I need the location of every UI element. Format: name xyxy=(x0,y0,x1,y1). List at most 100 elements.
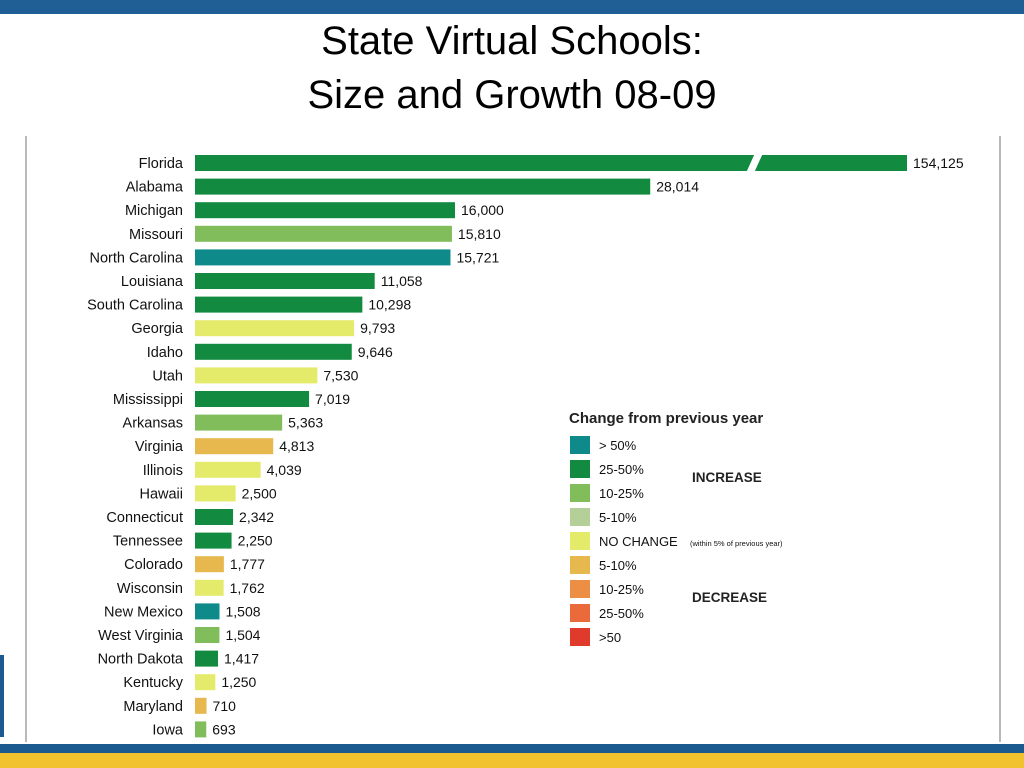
category-label-colorado: Colorado xyxy=(124,557,183,573)
bar-west-virginia xyxy=(195,627,220,643)
category-label-wisconsin: Wisconsin xyxy=(117,581,183,597)
legend-title: Change from previous year xyxy=(569,410,763,427)
value-label-virginia: 4,813 xyxy=(279,438,314,454)
category-label-utah: Utah xyxy=(152,368,183,384)
bottom-banner-band xyxy=(0,744,1024,768)
value-label-iowa: 693 xyxy=(212,721,236,737)
category-label-michigan: Michigan xyxy=(125,203,183,219)
value-label-colorado: 1,777 xyxy=(230,556,265,572)
value-label-utah: 7,530 xyxy=(323,367,358,383)
legend-label-8: >50 xyxy=(599,630,621,645)
bar-kentucky xyxy=(195,674,216,691)
bar-connecticut xyxy=(195,509,234,525)
bar-north-dakota xyxy=(195,650,219,667)
value-label-alabama: 28,014 xyxy=(656,179,699,195)
slide-title-line-1: State Virtual Schools: xyxy=(321,19,703,63)
value-label-south-carolina: 10,298 xyxy=(368,297,411,313)
slide-title: State Virtual Schools: Size and Growth 0… xyxy=(0,14,1024,122)
legend-swatch-8 xyxy=(570,628,590,646)
legend-decrease-label: DECREASE xyxy=(692,590,767,605)
value-label-georgia: 9,793 xyxy=(360,320,395,336)
value-label-hawaii: 2,500 xyxy=(242,485,277,501)
category-label-connecticut: Connecticut xyxy=(106,510,183,526)
bar-maryland xyxy=(195,697,207,714)
legend-label-6: 10-25% xyxy=(599,582,644,597)
top-banner-band xyxy=(0,0,1024,14)
category-label-iowa: Iowa xyxy=(152,722,184,738)
category-label-south-carolina: South Carolina xyxy=(87,298,184,314)
category-label-north-carolina: North Carolina xyxy=(90,250,184,266)
chart-panel: Florida 154,125 Alabama 28,014 Michigan 16,00… xyxy=(25,136,1001,742)
category-label-illinois: Illinois xyxy=(143,463,183,479)
value-label-connecticut: 2,342 xyxy=(239,509,274,525)
bar-colorado xyxy=(195,556,224,573)
bar-mississippi xyxy=(195,391,310,407)
bottom-banner-stripe xyxy=(0,753,1024,768)
bar-chart: Florida 154,125 Alabama 28,014 Michigan 16,00… xyxy=(87,153,964,738)
value-label-florida: 154,125 xyxy=(913,155,964,171)
value-label-maryland: 710 xyxy=(213,698,237,714)
bar-arkansas xyxy=(195,414,283,431)
category-label-florida: Florida xyxy=(139,156,184,172)
value-label-idaho: 9,646 xyxy=(358,344,393,360)
value-label-missouri: 15,810 xyxy=(458,226,501,242)
legend-label-0: > 50% xyxy=(599,438,637,453)
legend-label-4: NO CHANGE xyxy=(599,534,678,549)
bar-illinois xyxy=(195,461,261,478)
bar-louisiana xyxy=(195,273,375,289)
value-label-north-carolina: 15,721 xyxy=(456,249,499,265)
bar-north-carolina xyxy=(195,249,451,266)
category-label-west-virginia: West Virginia xyxy=(98,628,184,644)
bar-iowa xyxy=(195,721,207,738)
legend-label-3: 5-10% xyxy=(599,510,637,525)
axis-break-marker xyxy=(746,153,763,173)
legend-swatch-2 xyxy=(570,484,590,502)
category-label-alabama: Alabama xyxy=(126,180,184,196)
category-label-missouri: Missouri xyxy=(129,227,183,243)
category-label-mississippi: Mississippi xyxy=(113,392,183,408)
bar-michigan xyxy=(195,202,455,219)
bar-tennessee xyxy=(195,532,232,549)
bar-florida xyxy=(195,155,907,171)
category-label-north-dakota: North Dakota xyxy=(98,652,184,668)
bar-alabama xyxy=(195,178,651,195)
legend-label-2: 10-25% xyxy=(599,486,644,501)
bar-idaho xyxy=(195,343,352,360)
legend-swatch-0 xyxy=(570,436,590,454)
category-label-idaho: Idaho xyxy=(147,345,183,361)
category-label-kentucky: Kentucky xyxy=(123,675,183,691)
value-label-west-virginia: 1,504 xyxy=(225,627,260,643)
value-label-new-mexico: 1,508 xyxy=(226,603,261,619)
legend-note: (within 5% of previous year) xyxy=(690,539,783,548)
legend-swatch-1 xyxy=(570,460,590,478)
category-label-hawaii: Hawaii xyxy=(139,486,183,502)
category-label-arkansas: Arkansas xyxy=(123,416,183,432)
category-label-georgia: Georgia xyxy=(131,321,184,337)
bar-georgia xyxy=(195,320,355,337)
bar-missouri xyxy=(195,225,452,242)
category-label-tennessee: Tennessee xyxy=(113,534,183,550)
category-label-louisiana: Louisiana xyxy=(121,274,184,290)
bar-hawaii xyxy=(195,485,236,502)
value-label-tennessee: 2,250 xyxy=(238,533,273,549)
legend-label-7: 25-50% xyxy=(599,606,644,621)
value-label-kentucky: 1,250 xyxy=(221,674,256,690)
legend-swatch-7 xyxy=(570,604,590,622)
legend-swatch-4 xyxy=(570,532,590,550)
value-label-mississippi: 7,019 xyxy=(315,391,350,407)
bar-utah xyxy=(195,367,318,384)
value-label-arkansas: 5,363 xyxy=(288,415,323,431)
bar-virginia xyxy=(195,438,274,455)
value-label-michigan: 16,000 xyxy=(461,202,504,218)
category-label-virginia: Virginia xyxy=(135,439,184,455)
value-label-north-dakota: 1,417 xyxy=(224,651,259,667)
legend-swatch-5 xyxy=(570,556,590,574)
category-label-new-mexico: New Mexico xyxy=(104,604,183,620)
bar-new-mexico xyxy=(195,603,220,620)
left-edge-accent xyxy=(0,655,4,737)
value-label-louisiana: 11,058 xyxy=(381,273,423,289)
value-label-illinois: 4,039 xyxy=(267,462,302,478)
category-label-maryland: Maryland xyxy=(123,699,183,715)
bar-wisconsin xyxy=(195,579,224,596)
legend-swatch-6 xyxy=(570,580,590,598)
